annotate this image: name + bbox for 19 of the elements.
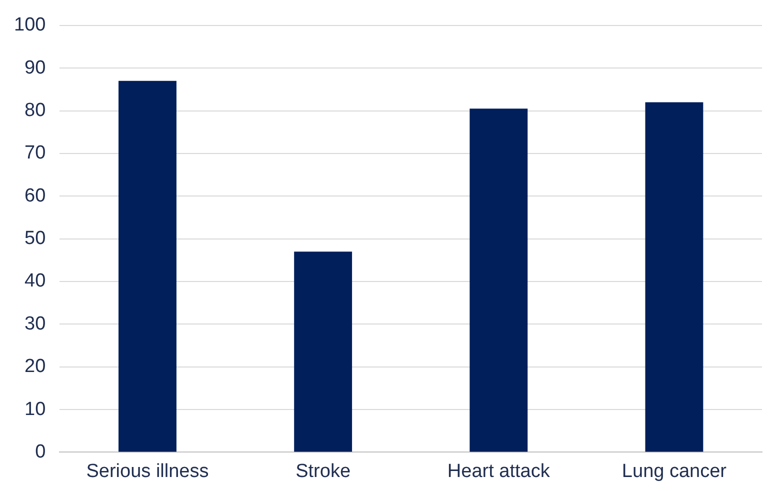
y-tick-label: 0 <box>35 441 46 462</box>
y-tick-label: 70 <box>24 142 46 164</box>
y-tick-label: 90 <box>24 57 46 78</box>
y-tick-label: 10 <box>24 398 46 420</box>
y-tick-label: 30 <box>24 313 46 334</box>
bar <box>118 80 176 452</box>
bar <box>294 252 352 452</box>
x-tick-label: Heart attack <box>447 460 550 482</box>
x-tick-label: Stroke <box>296 460 351 482</box>
y-tick-label: 80 <box>24 100 46 121</box>
x-tick-label: Serious illness <box>86 460 209 482</box>
y-tick-label: 100 <box>14 14 46 36</box>
y-tick-label: 60 <box>24 185 46 206</box>
y-tick-label: 20 <box>24 356 46 378</box>
bar <box>470 108 528 452</box>
y-tick-label: 50 <box>24 228 46 250</box>
y-tick-label: 40 <box>24 270 46 292</box>
bar <box>645 102 704 452</box>
x-tick-label: Lung cancer <box>622 460 728 482</box>
